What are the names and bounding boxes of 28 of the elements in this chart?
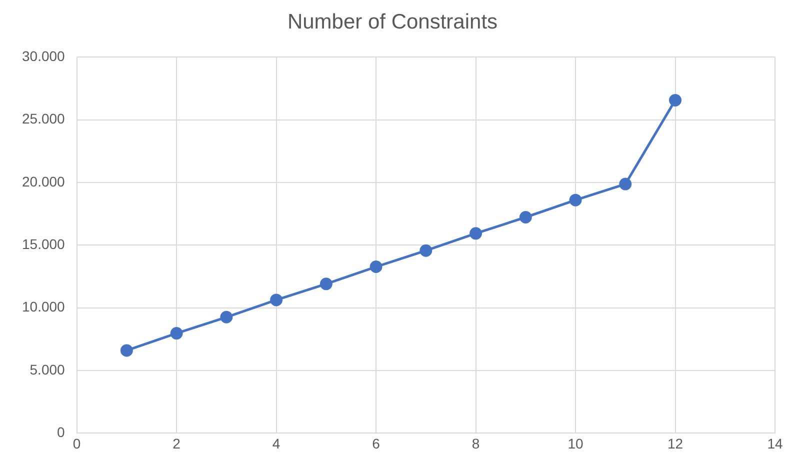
point [470, 227, 482, 240]
chart-title: Number of Constraints [287, 10, 498, 34]
point [220, 310, 233, 324]
y-tick-label: 25.000 [22, 110, 66, 127]
point [420, 244, 432, 257]
x-tick-label: 6 [372, 435, 380, 452]
point [270, 294, 283, 306]
y-tick-label: 15.000 [22, 236, 66, 252]
point [320, 278, 332, 290]
point [619, 178, 632, 190]
point [669, 94, 682, 106]
y-tick-label: 10.000 [22, 298, 66, 315]
x-tick-label: 14 [767, 435, 783, 452]
point [170, 327, 183, 340]
x-tick-label: 12 [667, 435, 684, 452]
y-tick-label: 20.000 [22, 173, 66, 190]
x-tick-label: 2 [172, 435, 181, 452]
y-tick-label: 5.000 [30, 361, 66, 378]
point [519, 211, 532, 224]
y-tick-label: 30.000 [22, 48, 66, 64]
x-tick-label: 8 [472, 435, 480, 452]
x-tick-label: 0 [72, 435, 81, 452]
x-tick-label: 10 [568, 435, 584, 452]
point [370, 260, 382, 274]
point [120, 344, 133, 357]
point [569, 194, 582, 206]
y-tick-label: 0 [57, 424, 66, 440]
x-tick-label: 4 [272, 435, 280, 452]
